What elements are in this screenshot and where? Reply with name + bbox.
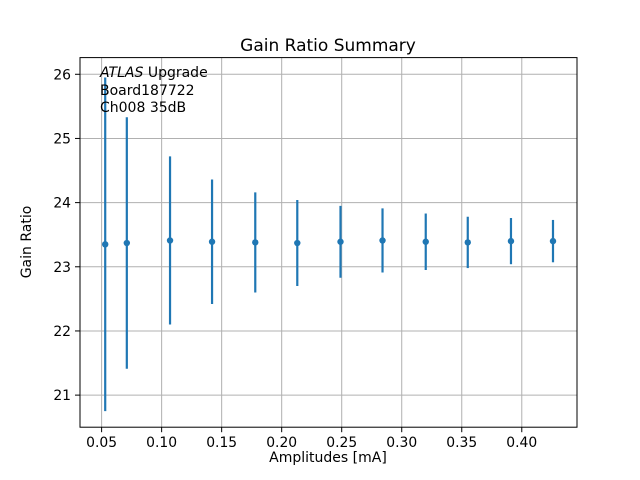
data-point xyxy=(549,237,557,245)
annotation-line-1: ATLAS Upgrade xyxy=(100,65,208,83)
annotation-brand: ATLAS xyxy=(100,65,144,81)
y-tick-label: 25 xyxy=(53,131,71,147)
data-point xyxy=(166,237,174,244)
x-tick-label: 0.25 xyxy=(326,435,357,451)
y-tick-label: 26 xyxy=(53,67,71,83)
x-tick-label: 0.10 xyxy=(146,435,177,451)
data-point xyxy=(422,238,429,245)
y-tick-label: 23 xyxy=(53,260,71,276)
data-point xyxy=(294,239,301,247)
x-tick-label: 0.20 xyxy=(266,435,297,451)
annotation-brand-suffix: Upgrade xyxy=(143,65,208,81)
x-tick-label: 0.30 xyxy=(386,435,417,451)
data-point xyxy=(252,239,259,246)
plot-annotation: ATLAS Upgrade Board187722 Ch008 35dB xyxy=(100,65,208,118)
x-tick-label: 0.35 xyxy=(446,435,477,451)
chart-title: Gain Ratio Summary xyxy=(240,36,416,56)
y-tick-label: 21 xyxy=(53,388,71,404)
x-tick-label: 0.40 xyxy=(506,435,537,451)
data-point xyxy=(464,239,471,246)
annotation-line-2: Board187722 xyxy=(100,82,195,99)
data-point xyxy=(507,237,515,245)
annotation-line-3: Ch008 35dB xyxy=(100,100,187,116)
data-point xyxy=(379,237,386,244)
data-point xyxy=(102,241,109,248)
data-point xyxy=(337,238,344,245)
x-axis-label: Amplitudes [mA] xyxy=(269,450,387,466)
data-point xyxy=(208,238,216,245)
x-tick-label: 0.15 xyxy=(206,435,237,451)
axes-frame xyxy=(79,57,578,428)
data-point xyxy=(123,239,131,247)
y-tick-label: 24 xyxy=(53,196,71,212)
y-axis-label: Gain Ratio xyxy=(19,205,35,279)
x-tick-label: 0.05 xyxy=(86,435,117,451)
y-tick-label: 22 xyxy=(53,324,71,340)
